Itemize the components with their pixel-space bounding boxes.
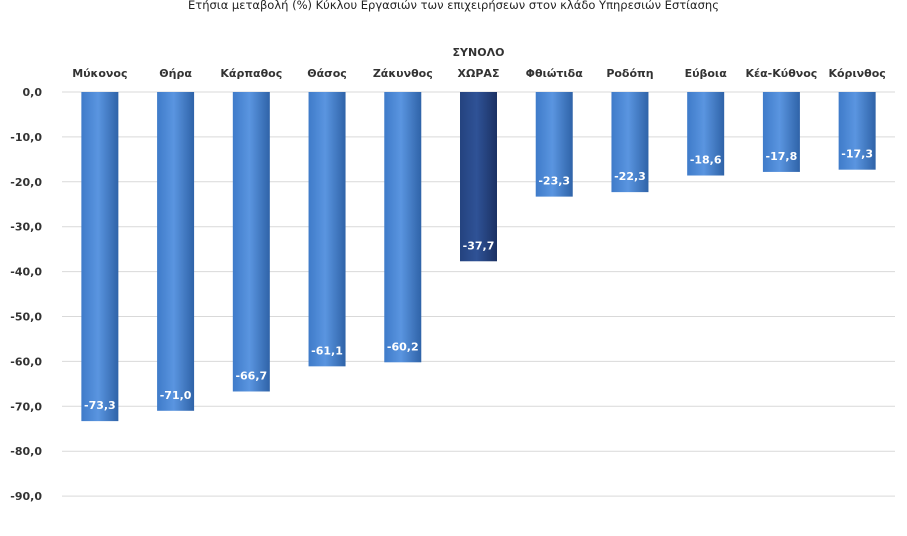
bar — [762, 92, 800, 172]
bar — [838, 92, 876, 170]
category-label: Φθιώτιδα — [526, 67, 584, 80]
data-label: -73,3 — [84, 399, 116, 412]
category-label: Κόρινθος — [828, 67, 885, 80]
category-label: ΣΥΝΟΛΟ ΧΩΡΑΣ — [453, 46, 505, 80]
data-labels: -73,3 -71,0 -66,7 -61,1 -60,2 -37,7 -23,3 -22,3… — [84, 148, 873, 412]
data-label: -61,1 — [311, 344, 343, 357]
gridlines — [62, 91, 895, 497]
data-label: -60,2 — [387, 340, 419, 353]
y-axis-ticks: 0,0 -10,0 -20,0 -30,0 -40,0 -50,0 -60,0 -70,0 -8… — [10, 86, 42, 503]
y-tick-label: -30,0 — [10, 221, 42, 234]
chart-title: Ετήσια μεταβολή (%) Κύκλου Εργασιών των … — [188, 0, 719, 12]
category-label: Ζάκυνθος — [373, 67, 433, 80]
category-label: Θάσος — [307, 67, 347, 80]
y-tick-label: -70,0 — [10, 400, 42, 413]
category-label: Μύκονος — [72, 67, 127, 80]
y-tick-label: -60,0 — [10, 355, 42, 368]
data-label: -66,7 — [235, 369, 267, 382]
data-label: -17,8 — [766, 150, 798, 163]
bar — [232, 92, 270, 392]
category-label: Ροδόπη — [606, 67, 653, 80]
bar — [81, 92, 119, 422]
category-labels: Μύκονος Θήρα Κάρπαθος Θάσος Ζάκυνθος ΣΥΝΟΛΟ ΧΩ… — [72, 46, 886, 80]
y-tick-label: -40,0 — [10, 266, 42, 279]
y-tick-label: -20,0 — [10, 176, 42, 189]
data-label: -71,0 — [160, 389, 192, 402]
bar — [687, 92, 725, 176]
data-label: -22,3 — [614, 170, 646, 183]
y-tick-label: -10,0 — [10, 131, 42, 144]
bar — [460, 92, 497, 262]
bar — [157, 92, 195, 411]
category-label: Κέα-Κύθνος — [745, 67, 817, 80]
data-label: -17,3 — [841, 148, 873, 161]
y-tick-label: -50,0 — [10, 311, 42, 324]
data-label: -18,6 — [690, 154, 722, 167]
bar — [308, 92, 346, 367]
data-label: -37,7 — [463, 239, 495, 252]
y-tick-label: 0,0 — [23, 86, 43, 99]
category-label: Θήρα — [159, 67, 192, 80]
y-tick-label: -90,0 — [10, 490, 42, 503]
category-label: Κάρπαθος — [220, 67, 282, 80]
category-label: Εύβοια — [685, 67, 728, 80]
bar — [535, 92, 573, 197]
bar — [611, 92, 649, 193]
y-tick-label: -80,0 — [10, 445, 42, 458]
data-label: -23,3 — [538, 175, 570, 188]
bar — [384, 92, 422, 363]
bars — [81, 92, 876, 422]
